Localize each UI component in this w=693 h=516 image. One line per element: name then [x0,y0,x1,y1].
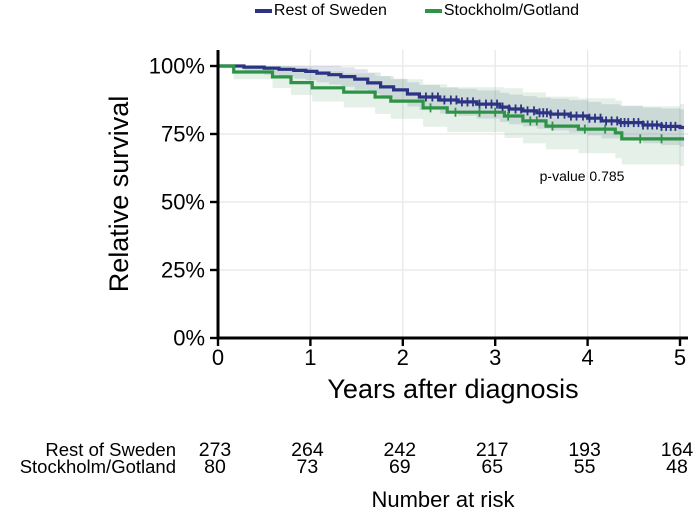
risk-count: 80 [204,456,226,478]
risk-table-title: Number at risk [371,487,515,512]
x-tick-label: 5 [674,345,686,370]
legend-label-stockholm-gotland: Stockholm/Gotland [443,2,580,19]
legend-item-stockholm-gotland: Stockholm/Gotland [424,2,580,20]
p-value-annotation: p-value 0.785 [540,168,625,184]
x-tick-label: 2 [397,345,409,370]
y-tick-label: 100% [149,54,205,79]
x-tick-label: 4 [581,345,593,370]
x-axis-title: Years after diagnosis [327,374,578,404]
risk-count: 55 [574,456,596,478]
y-tick-label: 50% [161,190,205,215]
risk-count: 164 [661,439,693,461]
legend-line-swatch-icon [424,8,442,14]
confidence-band-stockholm-gotland [218,66,684,166]
risk-count: 242 [384,439,417,461]
risk-row-label: Rest of Sweden [45,439,176,460]
risk-count: 65 [481,456,503,478]
legend: Rest of Sweden Stockholm/Gotland [167,1,667,21]
y-axis-title: Relative survival [104,96,134,293]
risk-count: 217 [476,439,509,461]
y-tick-label: 25% [161,258,205,283]
x-tick-label: 3 [489,345,501,370]
risk-row-label: Stockholm/Gotland [20,456,176,477]
risk-count: 73 [297,456,319,478]
risk-count: 69 [389,456,411,478]
x-tick-label: 0 [212,345,224,370]
risk-count: 48 [666,456,688,478]
legend-label-rest-of-sweden: Rest of Sweden [273,2,387,19]
x-tick-label: 1 [304,345,316,370]
survival-curve-stockholm-gotland [218,64,684,141]
y-tick-label: 75% [161,122,205,147]
legend-item-rest-of-sweden: Rest of Sweden [254,2,387,20]
survival-curve-rest-of-sweden [218,64,684,130]
risk-count: 273 [199,439,232,461]
risk-count: 193 [568,439,601,461]
legend-line-swatch-icon [254,8,272,14]
y-tick-label: 0% [173,326,205,351]
risk-count: 264 [291,439,324,461]
